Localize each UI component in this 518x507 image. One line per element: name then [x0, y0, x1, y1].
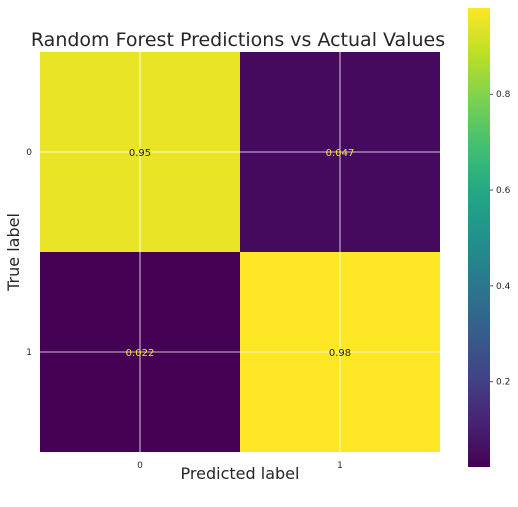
cell-label-1-0: 0.022	[126, 348, 155, 359]
heatmap-grid	[40, 52, 440, 452]
cell-label-0-0: 0.95	[129, 148, 151, 159]
y-axis-ticks: 01	[26, 148, 32, 358]
colorbar	[468, 8, 490, 467]
cell-label-0-1: 0.047	[326, 148, 355, 159]
x-tick-label-1: 1	[337, 461, 343, 471]
y-tick-label-1: 1	[26, 348, 32, 358]
x-tick-label-0: 0	[137, 461, 143, 471]
x-axis-label: Predicted label	[181, 464, 300, 483]
colorbar-tick-label-3: 0.8	[496, 90, 511, 100]
cell-label-1-1: 0.98	[329, 348, 351, 359]
colorbar-ticks: 0.2 0.4 0.6 0.8	[490, 90, 511, 388]
y-axis-label: True label	[4, 213, 23, 292]
chart-title: Random Forest Predictions vs Actual Valu…	[31, 29, 445, 51]
cell-labels: 0.95 0.047 0.022 0.98	[126, 148, 355, 359]
colorbar-tick-label-2: 0.6	[496, 186, 511, 196]
colorbar-tick-label-1: 0.4	[496, 282, 511, 292]
y-tick-label-0: 0	[26, 148, 32, 158]
heatmap-cells	[40, 52, 440, 452]
colorbar-tick-label-0: 0.2	[496, 378, 510, 388]
